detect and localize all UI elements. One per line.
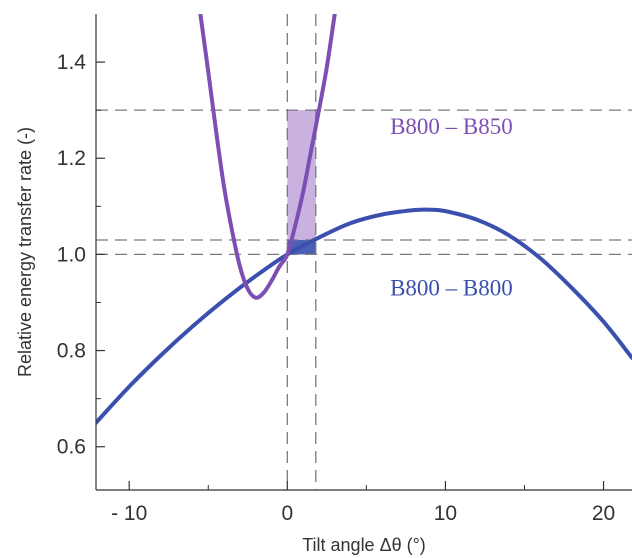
y-axis-title: Relative energy transfer rate (-) [15, 127, 35, 377]
series-line-b800-b850 [198, 14, 337, 300]
series-label-b800-b800: B800 – B800 [390, 275, 513, 300]
x-tick-label: - 10 [111, 502, 147, 525]
reference-lines [96, 14, 632, 490]
series-label-b800-b850: B800 – B850 [390, 114, 513, 139]
series-line-b800-b800 [96, 207, 632, 425]
y-tick-label: 0.6 [57, 436, 86, 459]
x-tick-label: 20 [592, 502, 615, 525]
axis-ticks: - 10 0 10 20 0.6 0.8 1.0 1.2 1.4 [57, 51, 615, 525]
y-tick-label: 1.4 [57, 51, 87, 74]
x-tick-label: 10 [434, 502, 457, 525]
data-series [96, 14, 632, 425]
x-axis-title: Tilt angle Δθ (°) [302, 535, 426, 555]
y-tick-label: 0.8 [57, 340, 86, 363]
axes [95, 14, 632, 491]
x-tick-label: 0 [281, 502, 293, 525]
y-tick-label: 1.2 [57, 147, 86, 170]
y-tick-label: 1.0 [57, 243, 86, 266]
